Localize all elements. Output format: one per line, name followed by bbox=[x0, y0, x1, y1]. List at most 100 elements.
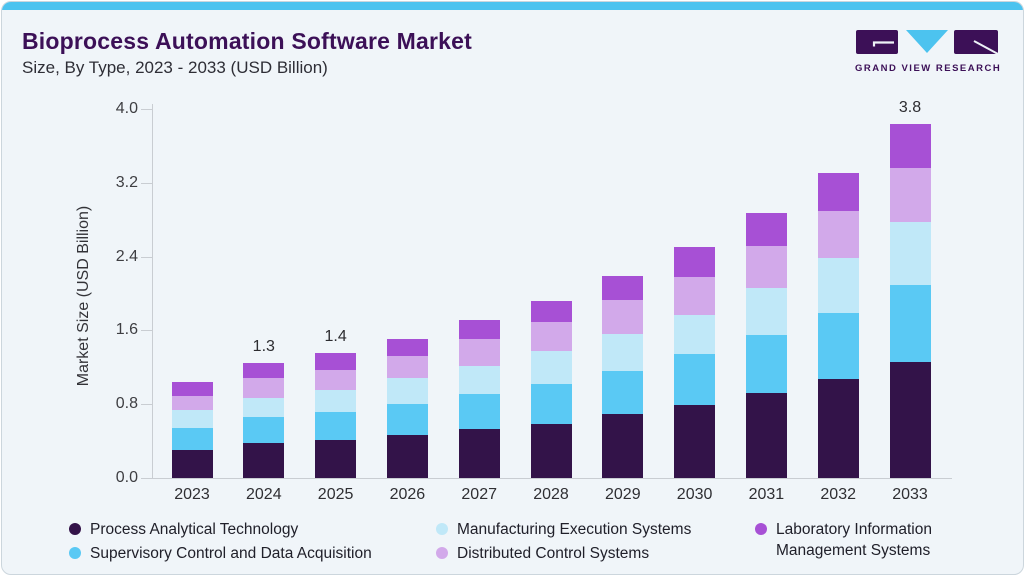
y-axis-title: Market Size (USD Billion) bbox=[75, 205, 92, 387]
bar-segment bbox=[315, 411, 357, 441]
bar-2026 bbox=[386, 2, 428, 478]
x-tick-label: 2033 bbox=[892, 486, 928, 503]
bar-segment bbox=[386, 338, 428, 357]
bar-segment bbox=[386, 378, 428, 405]
bar-segment bbox=[889, 123, 931, 169]
bar-segment bbox=[817, 211, 859, 259]
legend-dot-icon bbox=[69, 547, 81, 559]
bar-value-label: 1.3 bbox=[252, 337, 275, 355]
bar-2029 bbox=[602, 2, 644, 478]
bar-2027 bbox=[458, 2, 500, 478]
y-tick-label: 2.4 bbox=[115, 247, 138, 265]
legend-item-label: Process Analytical Technology bbox=[90, 521, 299, 538]
x-tick-label: 2026 bbox=[389, 486, 426, 503]
bar-segment bbox=[243, 397, 285, 418]
page-title: Bioprocess Automation Software Market bbox=[22, 28, 473, 54]
bar-segment bbox=[171, 428, 213, 451]
bar-segment bbox=[243, 442, 285, 478]
bar-segment bbox=[602, 414, 644, 478]
bar-segment bbox=[602, 334, 644, 371]
bar-segment bbox=[745, 287, 787, 335]
bar-segment bbox=[889, 221, 931, 286]
bar-segment bbox=[817, 312, 859, 380]
bar-segment bbox=[315, 370, 357, 391]
bar-segment bbox=[674, 405, 716, 478]
bar-2032 bbox=[817, 2, 859, 478]
brand-logo-icon bbox=[856, 30, 999, 55]
bar-segment bbox=[745, 213, 787, 247]
bar-segment bbox=[530, 322, 572, 351]
bar-2023 bbox=[171, 2, 213, 478]
bar-segment bbox=[602, 299, 644, 335]
legend-item-label: Supervisory Control and Data Acquisition bbox=[90, 545, 372, 562]
bar-segment bbox=[458, 429, 500, 478]
bar-segment bbox=[386, 404, 428, 435]
bar-segment bbox=[458, 320, 500, 339]
bar-segment bbox=[745, 393, 787, 478]
bar-segment bbox=[674, 354, 716, 406]
bar-segment bbox=[458, 366, 500, 395]
y-tick-label: 1.6 bbox=[115, 321, 138, 339]
legend-item-label: Manufacturing Execution Systems bbox=[457, 521, 692, 538]
brand-logo: GRAND VIEW RESEARCH bbox=[855, 30, 1000, 74]
legend-dot-icon bbox=[436, 523, 448, 535]
y-tick-label: 0.8 bbox=[115, 395, 138, 413]
x-tick-label: 2024 bbox=[246, 486, 282, 503]
legend-item-label: Laboratory Information Management System… bbox=[776, 521, 932, 559]
bar-segment bbox=[530, 300, 572, 323]
bar-segment bbox=[817, 258, 859, 313]
x-tick-label: 2028 bbox=[533, 486, 569, 503]
bar-segment bbox=[674, 247, 716, 277]
bar-segment bbox=[458, 394, 500, 430]
y-tick-mark bbox=[141, 404, 152, 406]
y-tick-label: 4.0 bbox=[115, 100, 138, 117]
bar-segment bbox=[889, 285, 931, 362]
bar-segment bbox=[171, 382, 213, 396]
bar-segment bbox=[889, 168, 931, 222]
bar-segment bbox=[315, 353, 357, 371]
legend-item: Process Analytical Technology bbox=[69, 519, 429, 540]
bar-segment bbox=[817, 379, 859, 478]
x-tick-label: 2029 bbox=[605, 486, 641, 503]
bar-segment bbox=[745, 335, 787, 394]
bar-segment bbox=[315, 390, 357, 412]
bar-segment bbox=[243, 417, 285, 443]
bar-segment bbox=[243, 362, 285, 379]
bar-segment bbox=[889, 361, 931, 478]
x-tick-label: 2025 bbox=[317, 486, 354, 503]
legend-dot-icon bbox=[69, 523, 81, 535]
bar-segment bbox=[817, 172, 859, 212]
bar-segment bbox=[745, 246, 787, 288]
x-tick-label: 2023 bbox=[174, 486, 210, 503]
y-tick-mark bbox=[141, 256, 152, 258]
legend-item: Manufacturing Execution Systems bbox=[436, 519, 736, 540]
y-tick-mark bbox=[141, 478, 152, 479]
legend-dot-icon bbox=[755, 523, 767, 535]
legend-item: Supervisory Control and Data Acquisition bbox=[69, 543, 429, 564]
y-tick-label: 3.2 bbox=[115, 173, 138, 191]
bar-segment bbox=[674, 314, 716, 355]
y-tick-mark bbox=[141, 182, 152, 184]
bar-segment bbox=[602, 370, 644, 415]
bar-segment bbox=[171, 395, 213, 410]
y-axis-line bbox=[152, 104, 153, 479]
bar-segment bbox=[243, 378, 285, 398]
bar-2033 bbox=[889, 2, 931, 478]
legend-item-label: Distributed Control Systems bbox=[457, 545, 650, 562]
legend-dot-icon bbox=[436, 547, 448, 559]
bar-value-label: 3.8 bbox=[898, 98, 922, 116]
x-tick-label: 2027 bbox=[461, 486, 497, 503]
legend-column: Laboratory Information Management System… bbox=[755, 519, 945, 561]
bar-segment bbox=[674, 276, 716, 315]
chart-legend: Process Analytical Technology Supervisory… bbox=[2, 516, 1023, 572]
bar-segment bbox=[315, 440, 357, 478]
y-tick-label: 0.0 bbox=[115, 469, 138, 486]
page-subtitle: Size, By Type, 2023 - 2033 (USD Billion) bbox=[22, 58, 328, 77]
bar-segment bbox=[386, 356, 428, 379]
bar-segment bbox=[386, 434, 428, 478]
legend-item: Distributed Control Systems bbox=[436, 543, 736, 564]
bar-segment bbox=[530, 423, 572, 478]
legend-column: Process Analytical Technology Supervisory… bbox=[69, 519, 429, 564]
